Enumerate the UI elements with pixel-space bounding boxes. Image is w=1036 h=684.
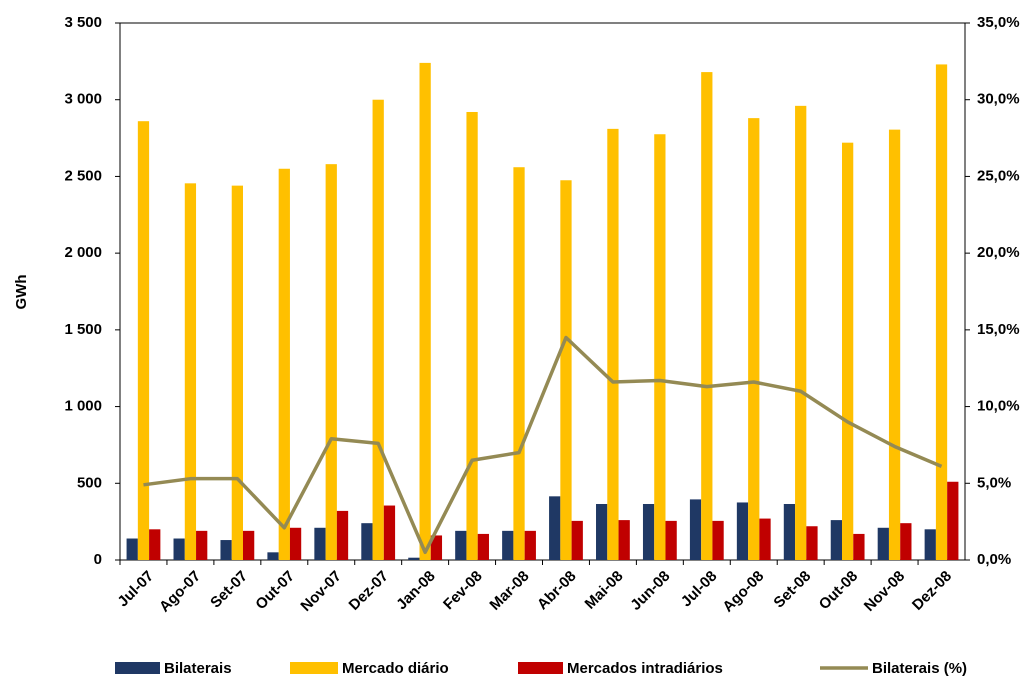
bar: [372, 99, 384, 560]
bar: [888, 129, 901, 560]
bar: [231, 185, 243, 561]
bar: [502, 530, 514, 560]
bar: [325, 164, 337, 560]
x-tick-label: Jun-08: [627, 568, 673, 614]
bar: [126, 538, 138, 560]
x-tick-label: Out-08: [816, 568, 862, 614]
bar: [278, 168, 290, 560]
bar: [877, 527, 889, 560]
y-tick-label: 1 000: [64, 398, 102, 415]
bar: [314, 527, 326, 560]
y2-tick-label: 30,0%: [977, 91, 1020, 108]
plot-frame: [119, 22, 966, 561]
bar: [795, 105, 807, 560]
x-tick-label: Set-07: [207, 568, 251, 612]
bar: [383, 505, 396, 560]
bar: [701, 72, 713, 561]
x-tick-label: Ago-08: [719, 568, 767, 616]
y2-tick-label: 35,0%: [977, 14, 1020, 31]
bar: [173, 538, 185, 560]
x-tick-label: Mai-08: [582, 568, 627, 613]
y2-tick-label: 25,0%: [977, 167, 1020, 184]
y2-tick-label: 10,0%: [977, 398, 1020, 415]
bar: [549, 496, 561, 560]
bar: [524, 530, 536, 560]
bar: [408, 557, 420, 560]
bar: [560, 180, 572, 560]
bar: [196, 530, 208, 560]
bar: [689, 499, 702, 560]
bar: [513, 167, 525, 561]
bar: [759, 518, 771, 560]
bar: [361, 523, 373, 560]
y-tick-label: 2 500: [64, 167, 102, 184]
bar: [830, 520, 843, 560]
x-tick-label: Fev-08: [440, 568, 486, 614]
bar: [642, 503, 655, 560]
bar: [712, 520, 724, 560]
legend-label: Mercados intradiários: [567, 660, 723, 677]
y-tick-label: 0: [94, 551, 102, 568]
bar: [806, 526, 818, 560]
legend-swatch: [115, 662, 160, 674]
bar: [267, 552, 279, 560]
bar: [748, 118, 760, 560]
bar: [336, 510, 349, 560]
bar: [736, 502, 749, 560]
bar: [947, 481, 959, 560]
x-tick-label: Out-07: [252, 568, 298, 614]
y-tick-label: 2 000: [64, 244, 102, 261]
x-tick-label: Jul-07: [114, 568, 157, 611]
legend-swatch: [290, 662, 338, 674]
x-tick-label: Ago-07: [156, 568, 204, 616]
bar: [477, 533, 489, 560]
x-tick-label: Nov-07: [297, 568, 344, 615]
x-tick-label: Dez-07: [346, 568, 392, 614]
y-axis-label: GWh: [13, 275, 30, 310]
bar: [665, 520, 677, 560]
y-tick-label: 500: [77, 474, 102, 491]
legend-swatch: [518, 662, 563, 674]
x-tick-label: Nov-08: [861, 568, 908, 615]
x-tick-label: Abr-08: [534, 568, 580, 614]
y2-tick-label: 5,0%: [977, 474, 1011, 491]
bar: [654, 134, 666, 560]
bar: [935, 64, 948, 560]
x-tick-label: Dez-08: [909, 568, 955, 614]
bar: [289, 527, 302, 560]
bar: [149, 529, 161, 560]
bar: [419, 62, 431, 561]
y-tick-label: 3 000: [64, 91, 102, 108]
bar: [466, 111, 478, 560]
x-tick-label: Mar-08: [486, 568, 532, 614]
bar: [900, 523, 912, 560]
bar: [430, 535, 443, 560]
bar: [842, 142, 854, 560]
legend-label: Bilaterais: [164, 660, 232, 677]
bar: [618, 520, 630, 560]
bar: [184, 183, 197, 560]
bar: [242, 530, 255, 560]
bar: [783, 503, 796, 560]
bar: [596, 503, 608, 560]
y2-tick-label: 0,0%: [977, 551, 1011, 568]
x-tick-label: Set-08: [770, 568, 814, 612]
y-tick-label: 3 500: [64, 14, 102, 31]
x-tick-label: Jan-08: [393, 568, 439, 614]
y2-tick-label: 20,0%: [977, 244, 1020, 261]
y2-tick-label: 15,0%: [977, 321, 1020, 338]
legend-label: Bilaterais (%): [872, 660, 967, 677]
x-tick-label: Jul-08: [678, 568, 721, 611]
y-tick-label: 1 500: [64, 321, 102, 338]
bar: [571, 520, 583, 560]
bar: [924, 529, 936, 560]
bar: [220, 540, 232, 560]
bar: [853, 533, 865, 560]
bar: [607, 128, 619, 560]
line: [143, 335, 943, 555]
bar: [137, 121, 150, 561]
bar: [455, 530, 467, 560]
legend-label: Mercado diário: [342, 660, 449, 677]
